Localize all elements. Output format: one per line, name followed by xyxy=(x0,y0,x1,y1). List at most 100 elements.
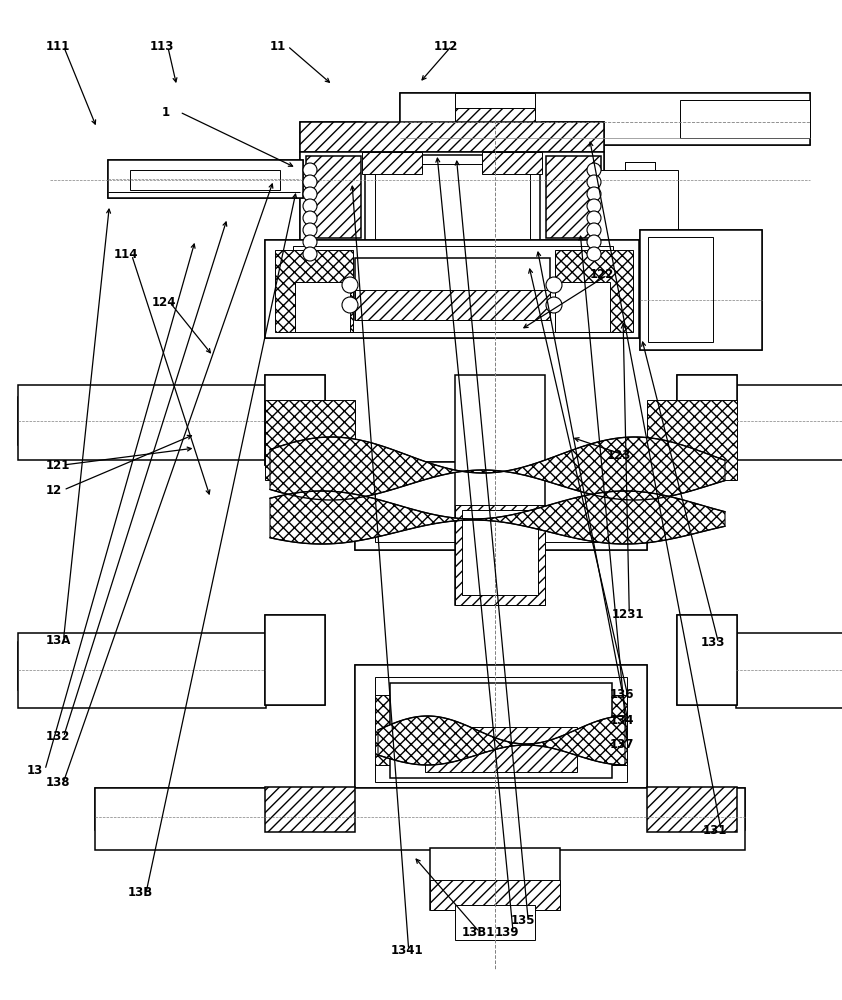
Bar xyxy=(515,695,627,765)
Bar xyxy=(130,170,280,190)
Bar xyxy=(455,905,535,940)
Text: 114: 114 xyxy=(114,248,138,261)
Bar xyxy=(362,152,422,174)
Text: 1231: 1231 xyxy=(611,607,644,620)
Bar xyxy=(598,170,678,300)
Text: 13B1: 13B1 xyxy=(461,926,495,939)
Circle shape xyxy=(587,223,601,237)
Text: 13: 13 xyxy=(27,764,43,776)
Bar xyxy=(736,633,842,708)
Bar xyxy=(625,162,655,230)
Bar xyxy=(455,505,545,605)
Text: 121: 121 xyxy=(45,459,70,472)
Bar xyxy=(108,160,303,198)
Bar xyxy=(265,400,355,480)
Bar xyxy=(375,695,487,765)
Circle shape xyxy=(303,199,317,213)
Bar xyxy=(625,162,655,230)
Bar xyxy=(598,245,678,300)
Bar xyxy=(300,122,362,242)
Bar xyxy=(430,880,560,910)
Bar xyxy=(736,397,842,445)
Text: 124: 124 xyxy=(152,296,176,308)
Circle shape xyxy=(303,235,317,249)
Bar xyxy=(365,155,540,300)
Bar xyxy=(640,230,762,350)
Bar xyxy=(265,240,639,338)
Bar xyxy=(455,93,535,123)
Bar xyxy=(265,375,325,465)
Bar xyxy=(355,462,647,550)
Bar xyxy=(430,848,560,910)
Circle shape xyxy=(587,187,601,201)
Circle shape xyxy=(303,247,317,261)
Bar xyxy=(390,683,612,778)
Circle shape xyxy=(546,277,562,293)
Bar xyxy=(647,400,737,480)
Text: 12: 12 xyxy=(45,484,61,496)
Text: 139: 139 xyxy=(495,926,520,939)
Bar xyxy=(546,156,601,238)
Text: 1: 1 xyxy=(162,105,170,118)
Circle shape xyxy=(587,199,601,213)
Bar xyxy=(400,93,810,145)
Bar xyxy=(265,615,325,705)
Bar xyxy=(300,152,604,242)
Bar xyxy=(680,100,810,138)
Bar xyxy=(355,665,647,790)
Bar xyxy=(375,677,627,782)
Text: 134: 134 xyxy=(610,714,634,726)
Text: 112: 112 xyxy=(434,39,458,52)
Circle shape xyxy=(303,223,317,237)
Bar xyxy=(425,727,577,772)
Bar xyxy=(736,642,842,690)
Bar xyxy=(677,375,737,465)
Text: 1341: 1341 xyxy=(391,944,424,956)
Bar xyxy=(306,156,361,238)
Bar xyxy=(355,258,550,320)
Text: 137: 137 xyxy=(610,738,634,752)
Text: 136: 136 xyxy=(610,688,634,702)
Circle shape xyxy=(546,297,562,313)
Bar xyxy=(295,282,350,332)
Circle shape xyxy=(303,211,317,225)
Circle shape xyxy=(587,247,601,261)
Text: 131: 131 xyxy=(703,823,727,836)
Circle shape xyxy=(342,297,358,313)
Bar xyxy=(736,385,842,460)
Bar xyxy=(18,397,266,445)
Circle shape xyxy=(342,277,358,293)
Bar xyxy=(265,375,325,465)
Text: 13B: 13B xyxy=(128,887,153,900)
Bar xyxy=(18,385,266,460)
Bar xyxy=(677,375,737,465)
Circle shape xyxy=(303,163,317,177)
Circle shape xyxy=(587,175,601,189)
Bar xyxy=(275,250,353,332)
Bar xyxy=(355,290,550,320)
Bar xyxy=(355,665,647,790)
Bar xyxy=(265,240,639,338)
Text: 135: 135 xyxy=(510,915,535,928)
Text: 113: 113 xyxy=(150,40,174,53)
Circle shape xyxy=(587,235,601,249)
Bar xyxy=(95,788,745,830)
Bar xyxy=(677,615,737,705)
Text: 13A: 13A xyxy=(45,634,71,647)
Text: 111: 111 xyxy=(45,39,70,52)
Bar xyxy=(375,164,530,292)
Bar xyxy=(95,788,745,850)
Bar xyxy=(265,787,355,832)
Circle shape xyxy=(587,211,601,225)
Bar xyxy=(455,375,545,605)
Bar xyxy=(462,510,538,595)
Bar xyxy=(293,246,613,332)
Bar xyxy=(108,160,303,198)
Circle shape xyxy=(587,163,601,177)
Text: 122: 122 xyxy=(589,268,614,282)
Bar xyxy=(355,462,647,550)
Circle shape xyxy=(303,187,317,201)
Bar xyxy=(555,282,610,332)
Bar xyxy=(640,230,762,350)
Polygon shape xyxy=(270,437,725,500)
